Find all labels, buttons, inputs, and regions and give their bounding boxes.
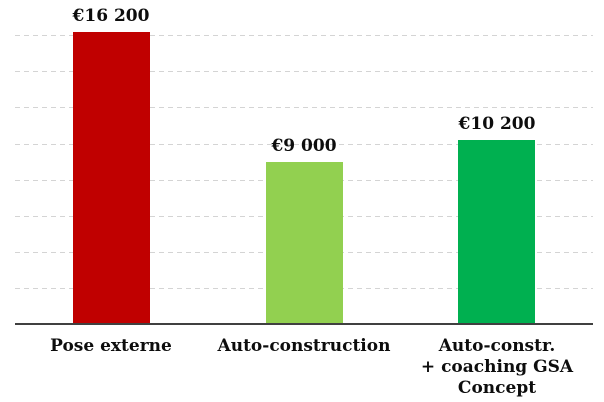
bar-value-label-1: €16 200 — [72, 6, 150, 26]
gridline-14000 — [15, 71, 593, 72]
x-axis-line — [15, 323, 593, 325]
bar-value-label-3: €10 200 — [458, 114, 536, 134]
bar-3 — [458, 140, 535, 323]
gridline-16000 — [15, 35, 593, 36]
gridline-10000 — [15, 144, 593, 145]
bar-2 — [266, 162, 343, 323]
category-label-2: Auto-construction — [217, 336, 391, 356]
category-label-1: Pose externe — [50, 336, 172, 356]
bar-value-label-2: €9 000 — [271, 136, 337, 156]
bar-1 — [73, 32, 150, 323]
category-label-3: Auto-constr. + coaching GSA Concept — [420, 336, 574, 398]
gridline-12000 — [15, 107, 593, 108]
